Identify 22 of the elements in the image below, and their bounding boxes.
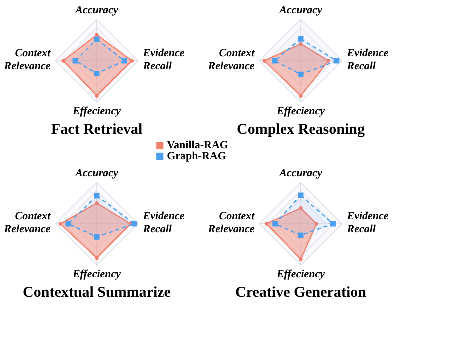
text: Complex Reasoning [237,122,366,138]
spoke-label: Effeciency [276,105,326,118]
text: Contextual Summarize [23,285,172,301]
spoke-label: Accuracy [278,168,322,180]
text: Fact Retrieval [51,122,143,138]
spoke-label: Context Relevance [207,210,256,236]
spoke-label: Evidence Recall [142,210,185,236]
legend-label: Graph-RAG [167,150,227,162]
spoke-label: Effeciency [72,105,122,118]
spoke-label: Context Relevance [207,48,256,73]
spoke-label: Accuracy [278,4,322,17]
spoke-label: Evidence Recall [346,48,389,73]
spoke-label: Evidence Recall [142,48,185,73]
spoke-label: Accuracy [74,4,118,17]
spoke-label: Evidence Recall [346,210,389,236]
legend-label: Vanilla-RAG [167,140,229,152]
text: Creative Generation [236,285,368,301]
spoke-label: Context Relevance [3,210,52,236]
spoke-label: Accuracy [74,168,118,180]
spoke-label: Effeciency [276,268,326,280]
spoke-label: Effeciency [72,268,122,280]
spoke-label: Context Relevance [3,48,52,73]
